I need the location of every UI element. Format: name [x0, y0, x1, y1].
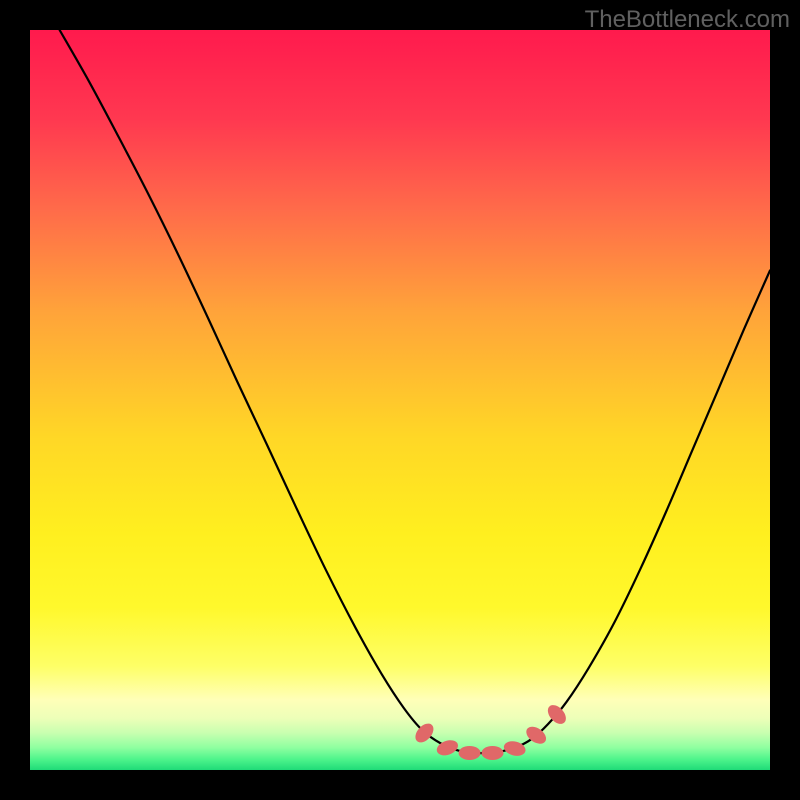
- chart-svg: [30, 30, 770, 770]
- trough-marker: [482, 746, 504, 760]
- plot-area: [30, 30, 770, 770]
- gradient-background: [30, 30, 770, 770]
- watermark-text: TheBottleneck.com: [585, 6, 790, 34]
- chart-root: TheBottleneck.com: [0, 0, 800, 800]
- trough-marker: [459, 746, 481, 760]
